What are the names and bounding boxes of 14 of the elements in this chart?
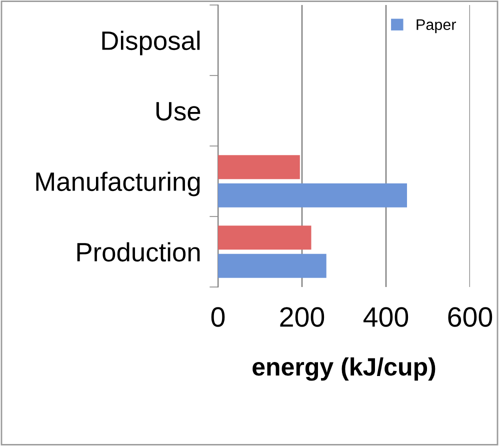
y-tick-label: Use [156,102,200,121]
y-tick-label: Production [77,242,200,262]
bar [218,226,312,250]
x-axis-title: energy (kJ/cup) [252,357,436,381]
bar [218,155,300,180]
y-tick-label: Manufacturing [36,172,200,196]
y-tick-label: Disposal [102,30,200,56]
x-tick-label: 0 [211,307,225,327]
bar [218,254,326,278]
legend-label: Paper [416,19,456,34]
x-tick-label: 400 [363,307,408,327]
x-tick-label: 600 [448,307,492,327]
x-tick-label: 200 [280,307,324,327]
bar [218,183,407,208]
